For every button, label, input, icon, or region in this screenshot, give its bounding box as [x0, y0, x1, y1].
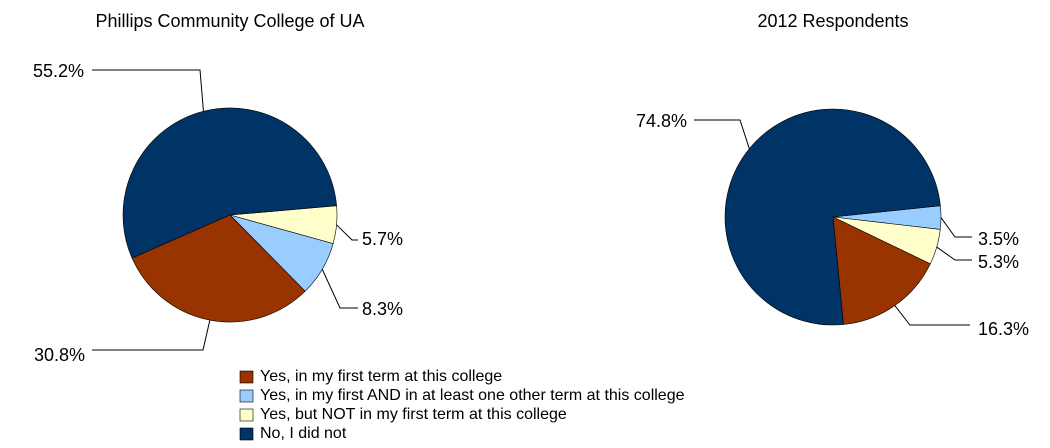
pie-slice	[832, 216, 931, 325]
chart-title: 2012 Respondents	[757, 11, 908, 31]
chart-title: Phillips Community College of UA	[95, 11, 364, 31]
leader-line	[694, 119, 750, 149]
data-label: 5.7%	[362, 229, 403, 249]
pie-slice	[122, 107, 337, 259]
legend-label: Yes, in my first term at this college	[260, 368, 502, 385]
leader-line	[92, 319, 211, 351]
legend-swatch	[239, 408, 254, 422]
data-label: 8.3%	[362, 299, 403, 319]
data-label: 55.2%	[33, 61, 84, 81]
pie-slice	[724, 108, 941, 326]
data-label: 74.8%	[636, 111, 687, 131]
leader-line	[894, 305, 970, 326]
legend-label: Yes, in my first AND in at least one oth…	[260, 387, 685, 404]
legend-label: No, I did not	[260, 425, 347, 442]
legend-swatch	[239, 370, 254, 384]
leader-line	[936, 246, 972, 261]
legend-swatch	[239, 389, 254, 403]
pie-slice	[131, 214, 306, 323]
leader-line	[940, 217, 972, 238]
legend-swatch	[239, 427, 254, 441]
data-label: 16.3%	[978, 319, 1029, 339]
leader-line	[321, 269, 358, 309]
legend-label: Yes, but NOT in my first term at this co…	[260, 406, 567, 423]
leader-line	[92, 69, 204, 112]
leader-line	[336, 224, 358, 241]
data-label: 5.3%	[978, 252, 1019, 272]
data-label: 30.8%	[34, 345, 85, 365]
data-label: 3.5%	[978, 229, 1019, 249]
